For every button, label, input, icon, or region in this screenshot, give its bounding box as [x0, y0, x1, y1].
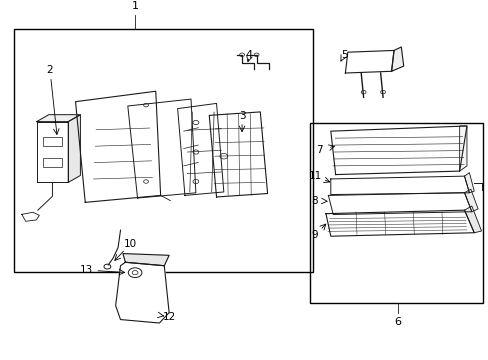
Polygon shape [459, 126, 466, 171]
Bar [42, 138, 62, 146]
Text: 6: 6 [393, 317, 400, 327]
Text: 10: 10 [123, 239, 137, 249]
Polygon shape [345, 50, 393, 73]
Text: 9: 9 [311, 230, 318, 240]
Bar [42, 158, 62, 167]
Text: 3: 3 [238, 111, 245, 121]
Polygon shape [37, 115, 80, 122]
Text: 13: 13 [80, 265, 93, 275]
Polygon shape [37, 122, 68, 183]
Polygon shape [122, 253, 169, 266]
Bar [14, 29, 312, 272]
Text: 12: 12 [162, 312, 175, 322]
Text: 4: 4 [245, 50, 252, 60]
Polygon shape [75, 91, 160, 202]
Polygon shape [328, 193, 471, 215]
Polygon shape [177, 103, 224, 195]
Text: 8: 8 [311, 195, 318, 206]
Polygon shape [68, 115, 80, 183]
Polygon shape [325, 210, 473, 236]
Text: 11: 11 [308, 171, 321, 181]
Polygon shape [464, 173, 473, 193]
Polygon shape [116, 262, 169, 323]
Bar [309, 122, 482, 303]
Polygon shape [391, 47, 403, 71]
Polygon shape [127, 99, 196, 198]
Polygon shape [209, 112, 267, 197]
Text: 5: 5 [340, 50, 347, 60]
Polygon shape [330, 176, 468, 194]
Text: 2: 2 [46, 66, 53, 75]
Text: 1: 1 [131, 1, 138, 12]
Text: 7: 7 [316, 145, 323, 155]
Polygon shape [22, 212, 39, 221]
Polygon shape [464, 206, 481, 233]
Polygon shape [464, 189, 477, 212]
Polygon shape [330, 126, 466, 175]
